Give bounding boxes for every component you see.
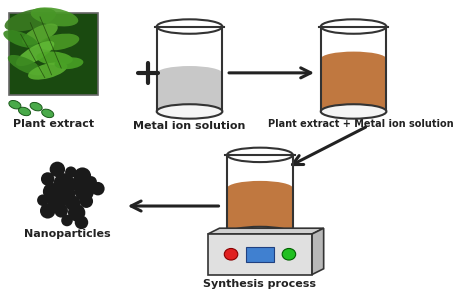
Circle shape bbox=[54, 173, 75, 195]
Ellipse shape bbox=[36, 52, 73, 65]
Ellipse shape bbox=[224, 248, 238, 260]
Circle shape bbox=[65, 166, 77, 178]
Ellipse shape bbox=[321, 52, 386, 66]
Polygon shape bbox=[312, 228, 324, 275]
Text: Plant extract + Metal ion solution: Plant extract + Metal ion solution bbox=[268, 119, 454, 129]
Circle shape bbox=[40, 203, 55, 218]
Ellipse shape bbox=[8, 55, 43, 75]
Ellipse shape bbox=[18, 107, 31, 116]
Ellipse shape bbox=[157, 19, 222, 34]
Ellipse shape bbox=[227, 227, 293, 241]
Ellipse shape bbox=[157, 104, 222, 119]
Text: Metal ion solution: Metal ion solution bbox=[133, 121, 246, 131]
Circle shape bbox=[85, 176, 97, 188]
Text: Plant extract: Plant extract bbox=[13, 119, 94, 129]
Bar bbox=[321, 59, 386, 112]
Circle shape bbox=[68, 204, 85, 221]
Circle shape bbox=[74, 168, 91, 185]
Ellipse shape bbox=[157, 104, 222, 119]
Ellipse shape bbox=[31, 7, 78, 26]
Bar bbox=[227, 188, 293, 234]
Ellipse shape bbox=[321, 19, 386, 34]
Ellipse shape bbox=[5, 8, 56, 32]
Ellipse shape bbox=[282, 248, 296, 260]
Ellipse shape bbox=[22, 24, 58, 45]
Circle shape bbox=[71, 176, 86, 191]
Ellipse shape bbox=[227, 227, 293, 241]
Bar bbox=[9, 13, 98, 95]
Ellipse shape bbox=[321, 104, 386, 119]
Circle shape bbox=[80, 195, 93, 208]
Circle shape bbox=[75, 216, 88, 229]
Ellipse shape bbox=[55, 57, 83, 69]
Circle shape bbox=[61, 215, 73, 226]
Bar bbox=[157, 73, 222, 112]
Ellipse shape bbox=[30, 102, 42, 111]
Circle shape bbox=[41, 172, 55, 186]
Circle shape bbox=[48, 191, 67, 211]
Circle shape bbox=[55, 204, 68, 218]
Circle shape bbox=[75, 182, 94, 201]
Polygon shape bbox=[208, 228, 324, 234]
Text: Nanoparticles: Nanoparticles bbox=[24, 229, 110, 239]
Circle shape bbox=[37, 195, 49, 206]
Ellipse shape bbox=[321, 104, 386, 119]
FancyBboxPatch shape bbox=[246, 247, 274, 262]
Ellipse shape bbox=[39, 34, 79, 50]
Circle shape bbox=[62, 187, 76, 200]
Ellipse shape bbox=[28, 62, 67, 80]
Circle shape bbox=[91, 182, 105, 195]
Ellipse shape bbox=[3, 30, 38, 48]
Circle shape bbox=[43, 183, 60, 200]
Text: Synthesis process: Synthesis process bbox=[203, 279, 317, 289]
Ellipse shape bbox=[42, 109, 54, 118]
Ellipse shape bbox=[227, 181, 293, 195]
Bar bbox=[208, 234, 312, 275]
Ellipse shape bbox=[9, 101, 21, 109]
Ellipse shape bbox=[227, 148, 293, 162]
Circle shape bbox=[50, 161, 65, 177]
Ellipse shape bbox=[157, 66, 222, 81]
Ellipse shape bbox=[16, 41, 55, 66]
Circle shape bbox=[65, 195, 81, 211]
